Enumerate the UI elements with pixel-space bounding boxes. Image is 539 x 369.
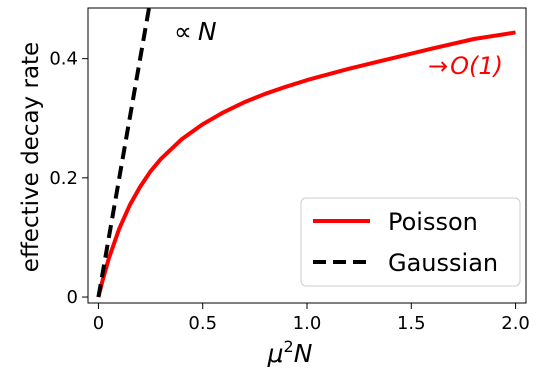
- y-axis: 0 0.2 0.4: [49, 49, 88, 308]
- x-axis-label: μ2N: [267, 337, 313, 368]
- series-line-gaussian: [96, 8, 152, 298]
- y-tick-label: 0: [67, 287, 78, 308]
- legend-label-gaussian: Gaussian: [388, 249, 498, 277]
- y-tick-label: 0.2: [49, 168, 78, 189]
- y-axis-label: effective decay rate: [18, 42, 44, 272]
- annotation-limit: →O(1): [428, 52, 503, 80]
- x-axis: 0 0.5 1.0 1.5 2.0: [93, 303, 530, 334]
- x-tick-label: 1.0: [293, 313, 322, 334]
- x-tick-label: 0.5: [188, 313, 217, 334]
- x-tick-label: 1.5: [397, 313, 426, 334]
- x-tick-label: 2.0: [501, 313, 530, 334]
- legend-label-poisson: Poisson: [388, 208, 478, 236]
- y-tick-label: 0.4: [49, 49, 78, 70]
- legend: Poisson Gaussian: [300, 197, 521, 287]
- series-line-poisson: [96, 30, 516, 298]
- series-layer: [96, 8, 516, 298]
- x-tick-label: 0: [93, 313, 104, 334]
- annotation-proportional: ∝ N: [174, 17, 217, 46]
